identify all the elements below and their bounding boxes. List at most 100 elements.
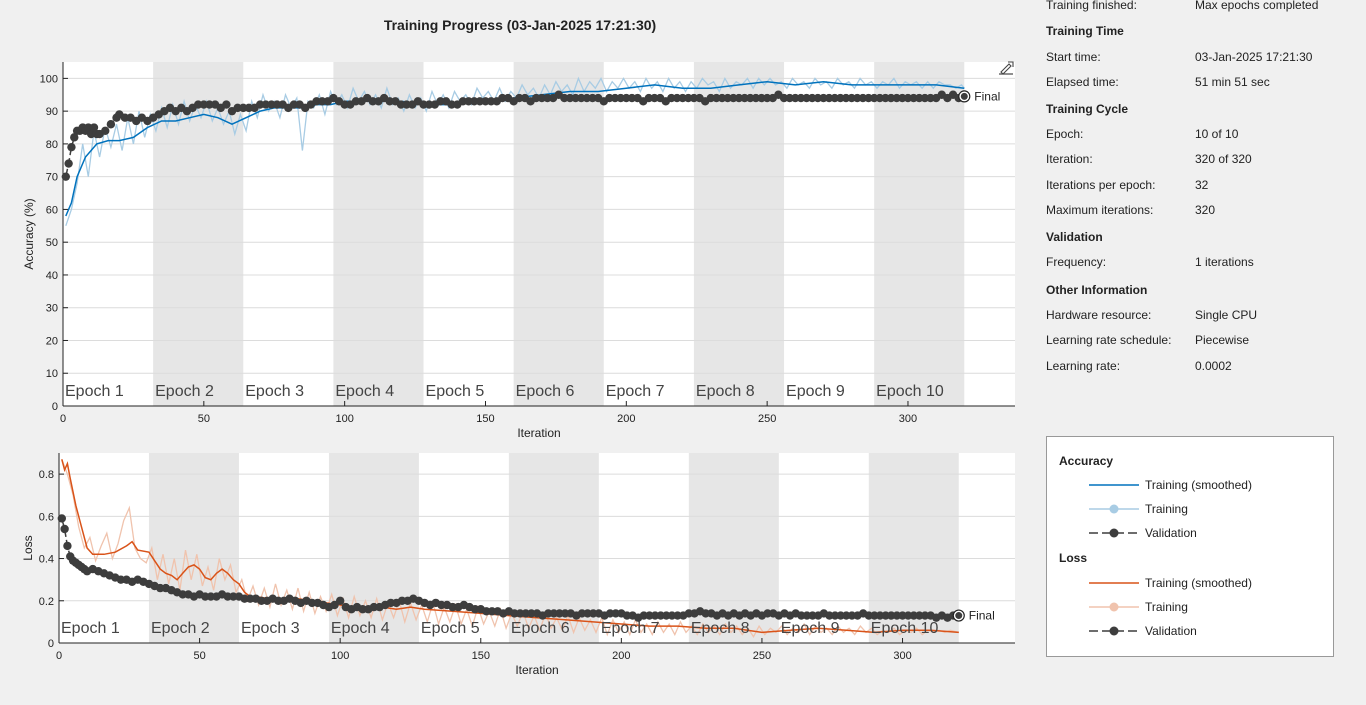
legend-loss-validation: Validation	[1089, 623, 1319, 639]
epoch-band	[513, 62, 604, 406]
y-tick-label: 0.2	[39, 596, 54, 608]
legend-acc-validation-label: Validation	[1145, 526, 1197, 540]
validation-point	[222, 100, 231, 109]
info-row: Frequency: 1 iterations	[1046, 255, 1346, 271]
epoch-band	[153, 62, 244, 406]
x-axis-label: Iteration	[517, 426, 560, 440]
y-tick-label: 0.4	[39, 554, 54, 566]
loss-chart: 0 50 100 150 200 250 300 0 0.2 0.4 0.6 0.8 Iteration…	[21, 453, 1015, 677]
export-plot-icon[interactable]	[996, 59, 1016, 77]
x-tick-label: 300	[893, 650, 911, 662]
epoch-label: Epoch 5	[426, 383, 485, 400]
validation-point	[89, 123, 99, 132]
info-value: Max epochs completed	[1195, 0, 1319, 12]
validation-point	[101, 126, 110, 135]
epoch-label: Epoch 6	[511, 620, 570, 637]
series-group: Final	[61, 76, 1000, 227]
info-row: Iterations per epoch: 32	[1046, 178, 1346, 194]
x-tick-label: 100	[331, 650, 349, 662]
epoch-label: Epoch 4	[331, 620, 390, 637]
epoch-band	[328, 453, 419, 643]
info-section-title: Training Time	[1046, 24, 1124, 38]
epoch-label: Epoch 2	[155, 383, 214, 400]
validation-point	[67, 142, 76, 152]
info-row: Training finished: Max epochs completed	[1046, 0, 1346, 14]
epoch-label: Epoch 3	[241, 620, 300, 637]
info-row: Learning rate: 0.0002	[1046, 359, 1346, 375]
info-row: Learning rate schedule: Piecewise	[1046, 333, 1346, 349]
legend-acc-validation: Validation	[1089, 525, 1319, 541]
info-value: Piecewise	[1195, 333, 1250, 347]
plot-title: Training Progress (03-Jan-2025 17:21:30)	[383, 17, 657, 33]
legend: Accuracy Training (smoothed) Training Va…	[1046, 436, 1334, 657]
x-tick-label: 300	[899, 413, 917, 425]
epoch-label: Epoch 2	[151, 620, 210, 637]
epoch-label: Epoch 6	[516, 383, 575, 400]
epoch-label: Epoch 8	[696, 383, 755, 400]
info-key: Elapsed time:	[1046, 75, 1119, 89]
epoch-band	[868, 453, 959, 643]
x-tick-label: 50	[198, 413, 210, 425]
legend-loss-validation-label: Validation	[1145, 624, 1197, 638]
validation-point	[70, 133, 79, 142]
y-tick-label: 90	[46, 106, 58, 118]
info-key: Start time:	[1046, 50, 1101, 64]
legend-loss-title: Loss	[1059, 551, 1088, 565]
legend-loss-smoothed-label: Training (smoothed)	[1145, 576, 1252, 590]
info-value: 10 of 10	[1195, 127, 1239, 141]
info-value: 32	[1195, 178, 1209, 192]
epoch-label: Epoch 4	[335, 383, 394, 400]
x-tick-label: 50	[193, 650, 205, 662]
epoch-label: Epoch 1	[65, 383, 124, 400]
info-section-title: Training Cycle	[1046, 102, 1129, 116]
x-tick-label: 100	[335, 413, 353, 425]
info-section-title: Other Information	[1046, 283, 1148, 297]
info-key: Iteration:	[1046, 152, 1093, 166]
info-key: Maximum iterations:	[1046, 203, 1154, 217]
x-tick-label: 200	[612, 650, 630, 662]
y-tick-label: 30	[46, 303, 58, 315]
epoch-label: Epoch 7	[606, 383, 665, 400]
info-key: Training finished:	[1046, 0, 1137, 12]
info-row: Hardware resource: Single CPU	[1046, 308, 1346, 324]
epoch-label: Epoch 1	[61, 620, 120, 637]
legend-loss-training: Training	[1089, 599, 1319, 615]
epoch-label: Epoch 5	[421, 620, 480, 637]
y-tick-label: 100	[40, 73, 58, 85]
legend-loss-training-label: Training	[1145, 600, 1188, 614]
y-tick-label: 70	[46, 172, 58, 184]
y-tick-label: 50	[46, 237, 58, 249]
info-key: Iterations per epoch:	[1046, 178, 1156, 192]
epoch-label: Epoch 10	[871, 620, 939, 637]
legend-acc-smoothed: Training (smoothed)	[1089, 477, 1319, 493]
y-tick-label: 0.6	[39, 511, 54, 523]
x-tick-label: 0	[56, 650, 62, 662]
info-row: Elapsed time: 51 min 51 sec	[1046, 75, 1346, 91]
legend-loss-smoothed: Training (smoothed)	[1089, 575, 1319, 591]
epoch-label: Epoch 3	[245, 383, 304, 400]
validation-point	[106, 120, 116, 129]
info-key: Epoch:	[1046, 127, 1084, 141]
x-tick-label: 0	[60, 413, 66, 425]
y-tick-label: 40	[46, 270, 58, 282]
x-tick-label: 250	[753, 650, 771, 662]
info-value: 0.0002	[1195, 359, 1232, 373]
x-tick-label: 250	[758, 413, 776, 425]
info-key: Frequency:	[1046, 255, 1107, 269]
info-section-title: Validation	[1046, 230, 1103, 244]
epoch-band	[693, 62, 785, 406]
validation-point	[64, 159, 73, 168]
info-value: 03-Jan-2025 17:21:30	[1195, 50, 1313, 64]
y-tick-label: 10	[46, 368, 58, 380]
info-key: Hardware resource:	[1046, 308, 1152, 322]
info-key: Learning rate schedule:	[1046, 333, 1172, 347]
final-label: Final	[974, 89, 1000, 103]
x-tick-label: 200	[617, 413, 635, 425]
y-tick-label: 20	[46, 335, 58, 347]
epoch-band	[874, 62, 965, 406]
epoch-label: Epoch 8	[691, 620, 750, 637]
info-value: 320 of 320	[1195, 152, 1252, 166]
y-tick-label: 0	[52, 401, 58, 413]
validation-point	[60, 524, 69, 534]
info-row: Epoch: 10 of 10	[1046, 127, 1346, 143]
